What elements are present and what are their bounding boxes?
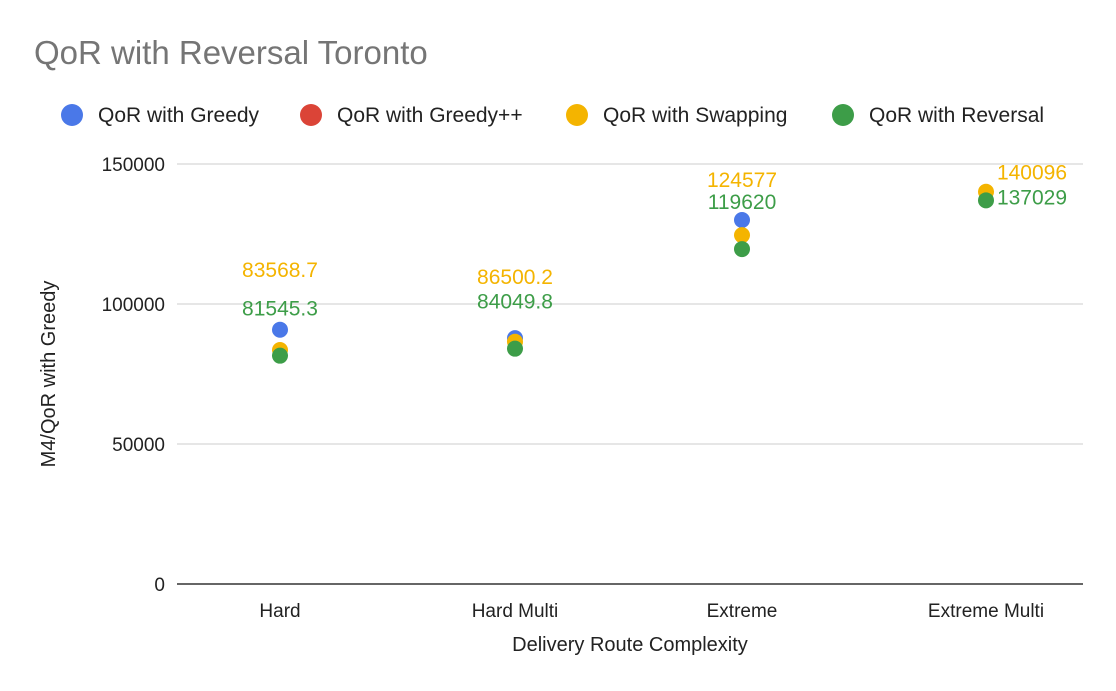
data-label-reversal: 137029 — [997, 186, 1067, 209]
data-label-reversal: 84049.8 — [477, 291, 553, 314]
gridlines — [177, 163, 1083, 585]
data-point — [734, 227, 750, 244]
data-point — [734, 212, 750, 228]
y-tick-label: 50000 — [112, 435, 165, 456]
data-point — [272, 321, 288, 338]
data-label-swapping: 124577 — [707, 169, 777, 192]
data-point — [978, 192, 994, 209]
data-label-swapping: 86500.2 — [477, 266, 553, 289]
data-points — [272, 183, 994, 364]
x-axis-title: Delivery Route Complexity — [512, 634, 748, 656]
data-labels: 83568.7 86500.2 124577 140096 81545.3 84049.8… — [242, 162, 1067, 321]
legend-marker-1 — [61, 104, 83, 126]
x-tick-label: Extreme Multi — [928, 601, 1044, 622]
legend-label-4: QoR with Reversal — [869, 104, 1044, 127]
data-point — [507, 340, 523, 357]
data-label-reversal: 119620 — [708, 191, 777, 214]
legend-label-1: QoR with Greedy — [98, 104, 260, 127]
legend-marker-4 — [832, 104, 854, 126]
y-tick-label: 0 — [154, 575, 165, 596]
x-tick-label: Hard Multi — [472, 601, 559, 622]
legend-label-3: QoR with Swapping — [603, 104, 787, 127]
y-axis-ticks: 0 50000 100000 150000 — [102, 155, 165, 596]
legend-marker-2 — [300, 104, 322, 126]
chart-title: QoR with Reversal Toronto — [34, 34, 428, 71]
data-point — [734, 241, 750, 258]
legend-marker-3 — [566, 104, 588, 126]
data-label-swapping: 83568.7 — [242, 259, 318, 282]
x-tick-label: Extreme — [707, 601, 778, 622]
y-tick-label: 150000 — [102, 155, 165, 176]
data-label-reversal: 81545.3 — [242, 298, 318, 321]
x-tick-label: Hard — [259, 601, 300, 622]
y-tick-label: 100000 — [102, 295, 165, 316]
legend: QoR with Greedy QoR with Greedy++ QoR with… — [61, 104, 1044, 127]
y-axis-title: M4/QoR with Greedy — [38, 281, 60, 468]
data-label-swapping: 140096 — [997, 162, 1067, 185]
data-point — [272, 347, 288, 364]
x-axis-ticks: Hard Hard Multi Extreme Extreme Multi — [259, 601, 1044, 622]
legend-label-2: QoR with Greedy++ — [337, 104, 523, 127]
